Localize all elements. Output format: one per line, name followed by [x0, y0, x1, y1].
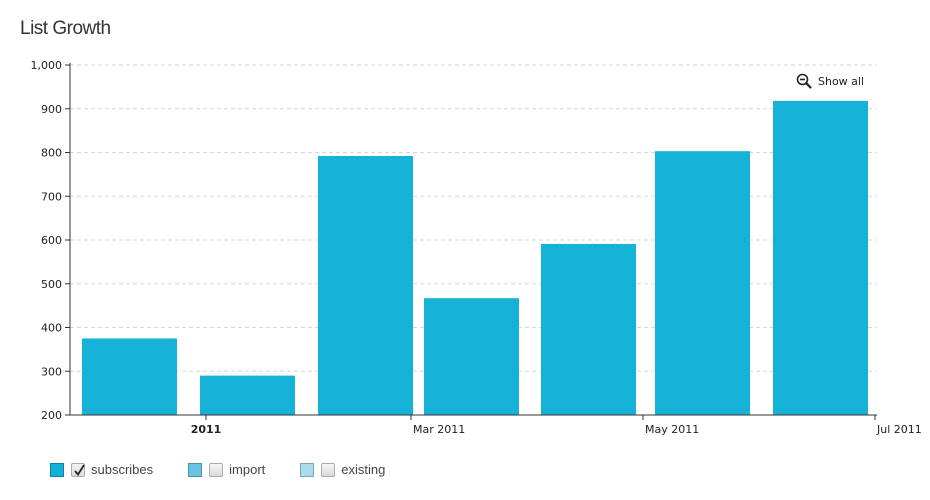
legend-swatch [50, 462, 64, 477]
legend-label: subscribes [91, 462, 154, 477]
x-tick-label: May 2011 [645, 423, 699, 436]
show-all-label: Show all [818, 74, 865, 88]
x-tick-label: Jul 2011 [876, 423, 922, 436]
bar [200, 375, 295, 415]
legend-swatch [300, 462, 315, 477]
legend-item-import[interactable]: import [188, 462, 265, 477]
chart-title: List Growth [20, 18, 111, 39]
y-tick-label: 400 [41, 322, 62, 335]
bar-chart: 200 300 400 500 600 700 800 900 1,000 2011 Mar 201… [31, 59, 922, 436]
bar [318, 156, 413, 415]
legend-label: import [229, 462, 266, 477]
y-tick-label: 800 [41, 147, 62, 160]
y-tick-label: 500 [41, 278, 62, 291]
legend-item-existing[interactable]: existing [300, 462, 385, 477]
bar [773, 100, 868, 415]
bar [424, 298, 519, 415]
x-tick-label: 2011 [191, 423, 222, 436]
zoom-out-icon [796, 73, 812, 89]
bar [541, 243, 636, 415]
y-tick-label: 600 [41, 234, 62, 247]
checkmark-icon [74, 464, 85, 476]
legend-swatch [188, 462, 203, 477]
y-tick-label: 200 [41, 409, 62, 422]
legend-checkbox[interactable] [209, 462, 224, 477]
x-tick-label: Mar 2011 [413, 423, 465, 436]
bar [655, 151, 750, 415]
legend-label: existing [341, 462, 386, 477]
legend-checkbox[interactable] [321, 462, 336, 477]
y-tick-label: 1,000 [31, 59, 63, 72]
y-tick-label: 700 [41, 190, 62, 203]
show-all-button[interactable]: Show all [796, 72, 864, 90]
y-tick-label: 300 [41, 365, 62, 378]
legend-item-subscribes[interactable]: subscribes [50, 462, 153, 477]
legend-checkbox[interactable] [71, 462, 85, 477]
legend: subscribes import existing [50, 462, 420, 477]
y-tick-label: 900 [41, 103, 62, 116]
bar [82, 338, 177, 415]
